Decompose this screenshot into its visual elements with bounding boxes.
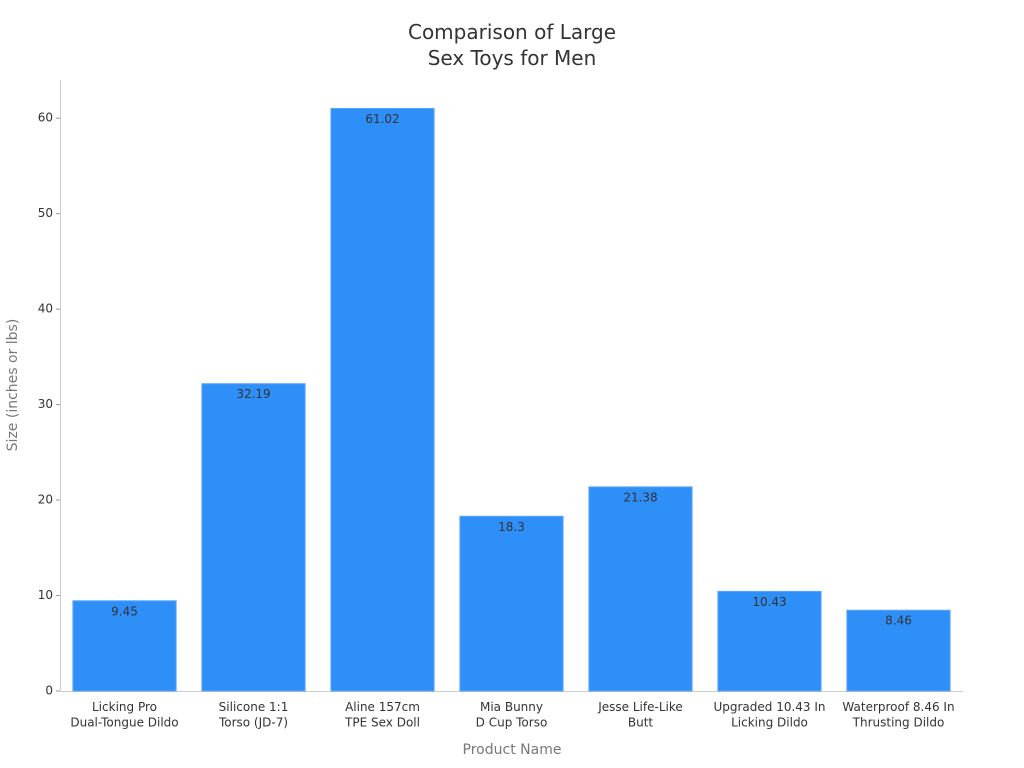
bar	[717, 590, 822, 692]
y-axis-label: Size (inches or lbs)	[5, 319, 21, 452]
x-tick-label: Silicone 1:1 Torso (JD-7)	[218, 700, 288, 730]
bar	[846, 609, 951, 692]
value-label: 8.46	[885, 614, 912, 628]
value-label: 61.02	[365, 112, 399, 126]
x-tick-label: Mia Bunny D Cup Torso	[476, 700, 548, 730]
value-label: 32.19	[236, 387, 270, 401]
bar	[72, 600, 177, 692]
bar	[201, 383, 306, 692]
x-tick-label: Jesse Life-Like Butt	[597, 700, 683, 730]
y-tick-label: 60	[38, 111, 53, 125]
chart-title: Comparison of Large Sex Toys for Men	[408, 20, 616, 70]
x-tick-label: Aline 157cm TPE Sex Doll	[344, 700, 420, 730]
bar	[330, 107, 435, 692]
y-tick-label: 50	[38, 206, 53, 220]
y-tick-label: 30	[38, 397, 53, 411]
x-tick-label: Upgraded 10.43 In Licking Dildo	[713, 700, 825, 730]
value-label: 10.43	[752, 595, 786, 609]
y-tick-label: 0	[45, 684, 53, 698]
y-tick-label: 10	[38, 588, 53, 602]
value-label: 9.45	[111, 604, 138, 618]
value-label: 21.38	[623, 490, 657, 504]
bar	[588, 486, 693, 692]
y-tick-label: 40	[38, 302, 53, 316]
bar	[459, 515, 564, 692]
value-label: 18.3	[498, 520, 525, 534]
y-tick-label: 20	[38, 493, 53, 507]
x-tick-label: Waterproof 8.46 In Thrusting Dildo	[842, 700, 954, 730]
x-tick-label: Licking Pro Dual-Tongue Dildo	[70, 700, 178, 730]
x-axis-label: Product Name	[463, 742, 562, 758]
